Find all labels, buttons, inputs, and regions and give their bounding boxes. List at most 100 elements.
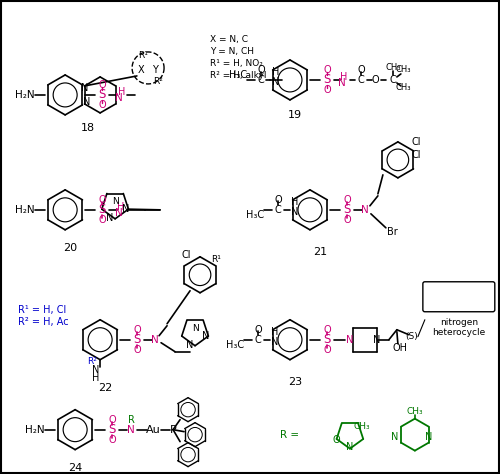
Text: N: N (346, 335, 354, 345)
Text: H: H (118, 202, 125, 212)
Text: N: N (192, 324, 198, 333)
Text: CH₃: CH₃ (395, 83, 410, 92)
Text: N: N (272, 77, 280, 87)
Text: H: H (340, 72, 347, 82)
Text: C: C (390, 75, 396, 85)
Text: CH₃: CH₃ (354, 422, 370, 431)
Text: S: S (134, 333, 141, 346)
Text: C: C (254, 335, 262, 345)
Text: O: O (343, 215, 350, 225)
Text: O: O (323, 325, 331, 335)
Text: H: H (272, 67, 280, 77)
Text: 21: 21 (313, 247, 327, 257)
Text: P: P (170, 425, 176, 435)
Text: 20: 20 (63, 243, 77, 253)
Text: Cl: Cl (182, 250, 191, 260)
Text: 19: 19 (288, 110, 302, 120)
Text: O: O (274, 195, 282, 205)
Text: 23: 23 (288, 377, 302, 387)
Text: Au: Au (146, 425, 160, 435)
Text: R =: R = (280, 429, 299, 440)
Text: S: S (98, 89, 106, 101)
Text: N: N (122, 204, 130, 214)
Text: N: N (186, 340, 194, 350)
Text: H: H (118, 87, 126, 97)
Text: N: N (292, 207, 298, 217)
Text: R¹: R¹ (138, 52, 148, 61)
Text: H₂N: H₂N (16, 205, 35, 215)
Text: nitrogen: nitrogen (440, 318, 478, 327)
Text: H₂N: H₂N (16, 90, 35, 100)
Text: N: N (272, 337, 278, 346)
Text: C: C (258, 75, 264, 85)
Text: CH₃: CH₃ (395, 65, 410, 74)
Text: S: S (324, 73, 330, 86)
Text: O: O (343, 195, 350, 205)
Text: R²: R² (153, 77, 163, 86)
Text: N: N (83, 97, 90, 107)
Text: O: O (108, 415, 116, 425)
Text: H₃C: H₃C (226, 340, 244, 350)
Text: N: N (391, 432, 398, 442)
Text: O: O (323, 85, 331, 95)
Text: N: N (81, 83, 88, 93)
Text: R² = H, Ac: R² = H, Ac (18, 317, 69, 327)
Text: N: N (106, 213, 114, 223)
Text: O: O (357, 65, 364, 75)
Text: N: N (92, 365, 100, 375)
Text: N: N (361, 205, 369, 215)
Text: N: N (346, 442, 354, 452)
Text: N: N (202, 331, 209, 341)
Text: R: R (128, 415, 134, 425)
Text: N: N (151, 335, 159, 345)
Text: R¹: R¹ (211, 255, 221, 264)
Text: R²: R² (87, 357, 97, 366)
Text: O: O (323, 345, 331, 355)
Text: Y = N, CH: Y = N, CH (210, 47, 254, 56)
Text: CH₃: CH₃ (406, 407, 423, 416)
Text: O: O (98, 215, 106, 225)
Text: O: O (257, 65, 265, 75)
Text: (S): (S) (406, 332, 418, 341)
Text: R¹ = H, Cl: R¹ = H, Cl (18, 305, 66, 315)
Text: H₃C: H₃C (246, 210, 264, 220)
Text: Y: Y (152, 65, 158, 75)
Text: N: N (127, 425, 135, 435)
Text: H: H (272, 327, 278, 337)
FancyBboxPatch shape (423, 282, 495, 312)
Text: H: H (292, 197, 298, 207)
Text: O: O (134, 345, 141, 355)
Text: S: S (108, 423, 116, 436)
Text: OH: OH (392, 343, 407, 353)
Text: O: O (98, 100, 106, 110)
Text: O: O (254, 325, 262, 335)
Text: 22: 22 (98, 383, 112, 392)
Text: S: S (98, 203, 106, 216)
Text: R¹ = H, NO₂: R¹ = H, NO₂ (210, 59, 263, 68)
Text: Cl: Cl (411, 137, 420, 147)
Text: O: O (371, 75, 378, 85)
Text: N: N (115, 208, 123, 218)
Text: O: O (98, 80, 106, 90)
Text: N: N (112, 197, 118, 206)
Text: S: S (324, 333, 330, 346)
Text: C: C (274, 205, 281, 215)
Text: O: O (323, 65, 331, 75)
Text: R² = H, alkyl: R² = H, alkyl (210, 72, 266, 81)
Text: C: C (358, 75, 364, 85)
Text: O: O (108, 435, 116, 445)
Text: Br: Br (386, 227, 398, 237)
Text: H₂N: H₂N (26, 425, 45, 435)
Text: N: N (338, 78, 346, 88)
Text: N: N (115, 93, 123, 103)
Text: CH₃: CH₃ (385, 64, 400, 73)
Text: 24: 24 (68, 463, 82, 473)
Text: H: H (92, 373, 100, 383)
Text: heterocycle: heterocycle (432, 328, 486, 337)
Text: Cl: Cl (411, 150, 420, 160)
Text: N: N (373, 335, 380, 345)
Text: O: O (98, 195, 106, 205)
Text: O: O (332, 435, 340, 445)
Text: X: X (138, 65, 144, 75)
Text: N: N (425, 432, 432, 442)
